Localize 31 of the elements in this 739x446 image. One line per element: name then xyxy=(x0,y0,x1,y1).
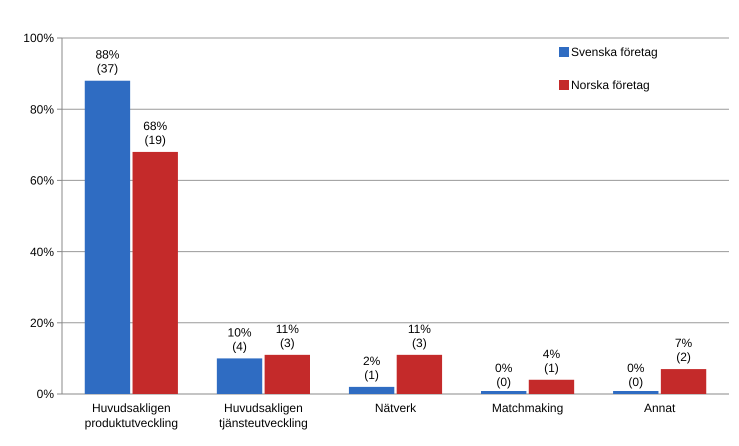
bar xyxy=(348,386,394,394)
x-tick-label: Huvudsakligen produktutveckling xyxy=(84,401,178,430)
data-label: 11% (3) xyxy=(276,322,300,350)
bar xyxy=(528,380,574,394)
x-tick-label: Matchmaking xyxy=(492,401,564,415)
x-tick-label: Nätverk xyxy=(374,401,418,415)
y-tick-label: 40% xyxy=(30,244,54,259)
x-tick-label: Annat xyxy=(644,401,676,415)
y-tick-label: 80% xyxy=(30,102,54,116)
data-label: 88% (37) xyxy=(95,48,120,76)
y-tick-label: 100% xyxy=(23,31,54,46)
y-tick-label: 0% xyxy=(36,387,54,402)
y-tick-label: 20% xyxy=(30,316,54,330)
data-label: 0% (0) xyxy=(627,361,645,389)
bar xyxy=(396,354,442,394)
data-label: 4% (1) xyxy=(542,346,560,375)
data-label: 68% (19) xyxy=(143,118,168,147)
y-tick-label: 60% xyxy=(30,174,54,188)
legend-label: Norska företag xyxy=(571,78,650,92)
bar xyxy=(216,358,262,394)
bar xyxy=(132,152,178,394)
bar xyxy=(84,80,130,394)
data-label: 0% (0) xyxy=(495,361,513,389)
data-label: 7% (2) xyxy=(674,336,693,364)
data-label: 11% (3) xyxy=(408,322,432,350)
bar xyxy=(660,369,706,394)
data-label: 10% (4) xyxy=(228,325,252,354)
x-tick-label: Huvudsakligen tjänsteutveckling xyxy=(219,401,308,430)
data-label: 2% (1) xyxy=(362,354,381,382)
legend-label: Svenska företag xyxy=(571,45,658,60)
bar xyxy=(264,354,310,394)
